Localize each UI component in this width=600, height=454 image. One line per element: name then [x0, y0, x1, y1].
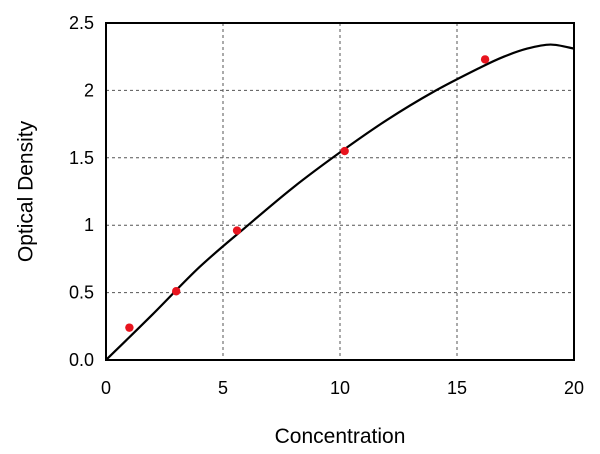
- grid-lines: [106, 23, 574, 360]
- data-point: [172, 287, 181, 296]
- x-tick-label: 15: [447, 378, 467, 398]
- x-axis-ticks: 0 5 10 15 20: [101, 378, 584, 398]
- y-tick-label: 0.0: [69, 350, 94, 370]
- y-tick-label: 0.5: [69, 283, 94, 303]
- x-tick-label: 10: [330, 378, 350, 398]
- plot-frame: [105, 22, 575, 361]
- x-tick-label: 20: [564, 378, 584, 398]
- data-points: [125, 55, 490, 332]
- data-point: [340, 146, 349, 156]
- data-point: [125, 323, 134, 332]
- y-tick-label: 1.5: [69, 148, 94, 168]
- data-point: [480, 55, 490, 64]
- fit-curve: [105, 43, 575, 361]
- x-tick-label: 0: [101, 378, 111, 398]
- y-tick-label: 1: [84, 215, 94, 235]
- data-point: [232, 226, 242, 235]
- x-tick-label: 5: [218, 378, 228, 398]
- y-axis-ticks: 0.0 0.5 1 1.5 2 2.5: [69, 13, 94, 370]
- y-tick-label: 2.5: [69, 13, 94, 33]
- x-axis-title: Concentration: [275, 425, 406, 448]
- y-tick-label: 2: [84, 80, 94, 100]
- y-axis-title: Optical Density: [15, 120, 38, 262]
